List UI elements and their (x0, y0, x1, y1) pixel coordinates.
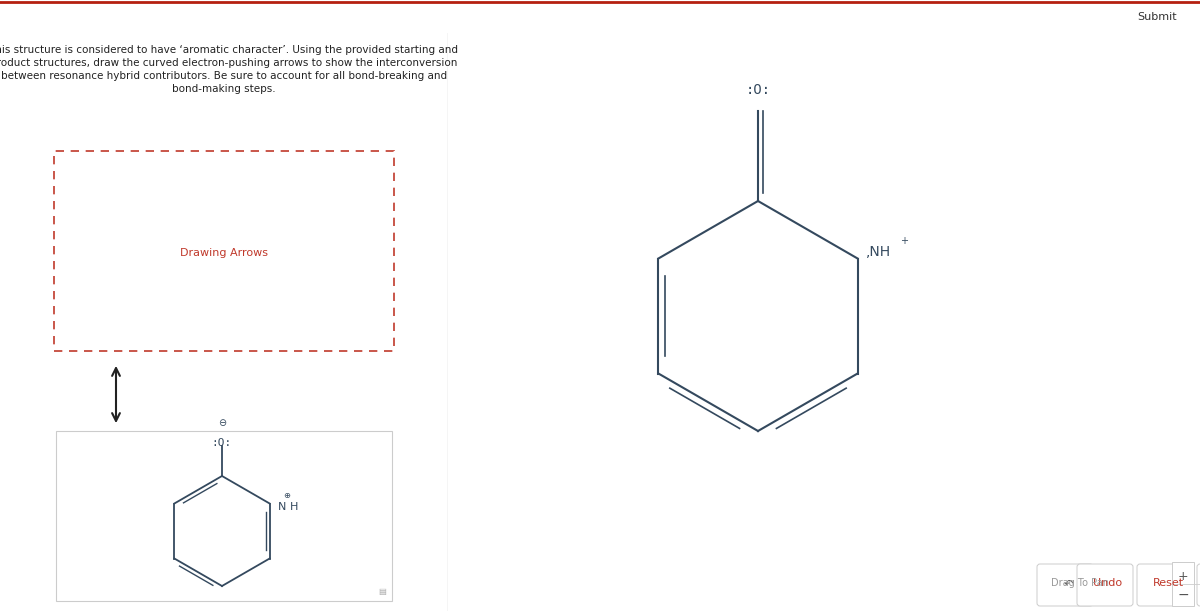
FancyBboxPatch shape (1198, 564, 1200, 606)
Text: :O:: :O: (212, 438, 232, 448)
Text: ↶: ↶ (1063, 579, 1073, 588)
Text: :O:: :O: (745, 83, 770, 97)
Text: Submit: Submit (1138, 12, 1177, 21)
Text: ▤: ▤ (378, 587, 386, 596)
Text: H: H (289, 502, 298, 511)
Text: ⊖: ⊖ (218, 418, 226, 428)
FancyBboxPatch shape (1172, 562, 1194, 606)
Text: +: + (1177, 571, 1188, 584)
Text: This structure is considered to have ‘aromatic character’. Using the provided st: This structure is considered to have ‘ar… (0, 45, 458, 55)
Text: N: N (277, 502, 286, 511)
Text: −: − (1177, 588, 1189, 602)
Text: Problem 7 of 21: Problem 7 of 21 (532, 9, 668, 24)
Text: ←: ← (20, 7, 35, 26)
Text: bond-making steps.: bond-making steps. (172, 84, 276, 94)
Text: Drag To Pan: Drag To Pan (1051, 579, 1109, 588)
Text: Undo: Undo (1093, 579, 1122, 588)
Text: +: + (900, 235, 907, 246)
FancyBboxPatch shape (1037, 564, 1093, 606)
Text: ⊕: ⊕ (283, 491, 290, 500)
Text: Reset: Reset (1152, 579, 1183, 588)
Text: ,NH: ,NH (865, 246, 890, 260)
Text: product structures, draw the curved electron-pushing arrows to show the intercon: product structures, draw the curved elec… (0, 58, 457, 68)
Bar (56, 431, 392, 601)
Text: Drawing Arrows: Drawing Arrows (180, 248, 268, 258)
FancyBboxPatch shape (1138, 564, 1193, 606)
FancyBboxPatch shape (1078, 564, 1133, 606)
FancyBboxPatch shape (54, 151, 394, 351)
FancyBboxPatch shape (1120, 4, 1194, 29)
Text: between resonance hybrid contributors. Be sure to account for all bond-breaking : between resonance hybrid contributors. B… (1, 71, 448, 81)
